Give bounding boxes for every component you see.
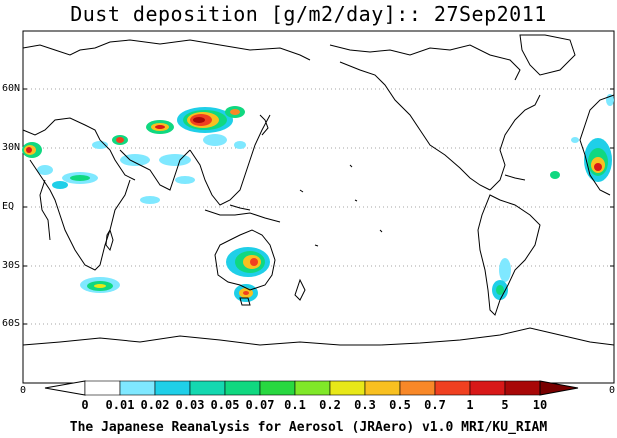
colorbar-box [154,380,191,396]
colorbar-box [399,380,436,396]
colorbar-tick-label: 0.7 [424,398,446,412]
colorbar-tick-label: 0.5 [389,398,411,412]
colorbar-tick-label: 10 [532,398,548,412]
colorbar-tick-label: 0.3 [354,398,376,412]
right-edge-label: 0 [609,385,616,396]
colorbar-tick-label: 0.2 [319,398,341,412]
colorbar-box [189,380,226,396]
lat-label-60s: 60S [2,318,21,329]
credit-text: The Japanese Reanalysis for Aerosol (JRA… [69,420,548,435]
colorbar-box [259,380,296,396]
colorbar-box [329,380,366,396]
coastlines [22,34,615,346]
lat-label-eq: EQ [2,201,15,212]
colorbar-tick-label: 0.02 [140,398,170,412]
colorbar-tick-label: 0.03 [175,398,205,412]
colorbar-right-arrow [539,380,579,396]
colorbar-box [364,380,401,396]
colorbar-box [294,380,331,396]
map-title: Dust deposition [g/m2/day]:: 27Sep2011 [70,2,547,26]
lat-label-30s: 30S [2,260,21,271]
grid-lines [23,88,614,325]
colorbar-tick-label: 0.1 [284,398,306,412]
left-edge-label: 0 [20,385,27,396]
colorbar-tick-label: 5 [501,398,509,412]
colorbar-box [224,380,261,396]
colorbar-tick-label: 1 [466,398,474,412]
colorbar-box [84,380,121,396]
lat-label-30n: 30N [2,142,21,153]
colorbar-tick-label: 0.07 [245,398,275,412]
colorbar-box [504,380,541,396]
colorbar-box [469,380,506,396]
colorbar-tick-label: 0 [81,398,89,412]
colorbar-box [434,380,471,396]
colorbar-left-arrow [44,380,86,396]
lat-label-60n: 60N [2,83,21,94]
colorbar-tick-label: 0.01 [105,398,135,412]
colorbar-box [119,380,156,396]
colorbar-tick-label: 0.05 [210,398,240,412]
